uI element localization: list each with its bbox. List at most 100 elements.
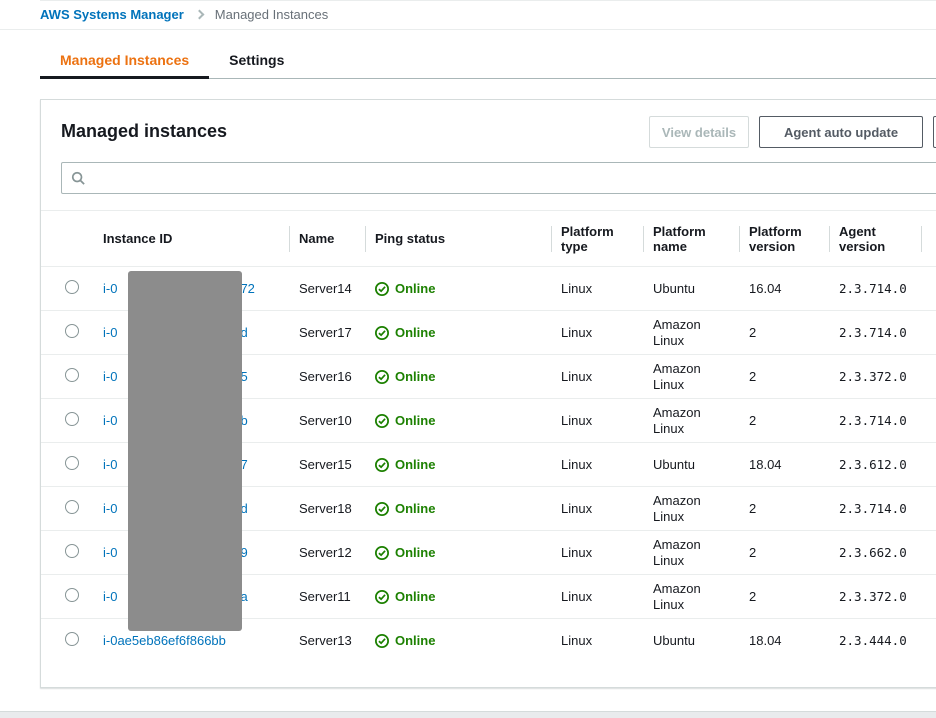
check-circle-icon — [375, 502, 389, 516]
chevron-right-icon — [194, 10, 204, 20]
agent-version: 2.3.372.0 — [829, 355, 921, 399]
ping-status-label: Online — [395, 281, 435, 296]
platform-type: Linux — [551, 311, 643, 355]
row-radio[interactable] — [65, 588, 79, 602]
platform-name: Amazon Linux — [643, 399, 739, 443]
redaction-overlay — [128, 271, 242, 631]
platform-version: 2 — [739, 531, 829, 575]
agent-version: 2.3.714.0 — [829, 399, 921, 443]
agent-auto-update-button[interactable]: Agent auto update — [759, 116, 923, 148]
agent-version: 2.3.612.0 — [829, 443, 921, 487]
ping-status: Online — [375, 633, 541, 648]
breadcrumb: AWS Systems Manager Managed Instances — [0, 0, 936, 29]
search-input[interactable] — [92, 171, 929, 186]
select-column-header — [41, 211, 93, 267]
ping-status: Online — [375, 589, 541, 604]
platform-type: Linux — [551, 399, 643, 443]
row-radio[interactable] — [65, 368, 79, 382]
instance-id-prefix: i-0 — [103, 457, 117, 472]
agent-version: 2.3.662.0 — [829, 531, 921, 575]
ping-status-label: Online — [395, 633, 435, 648]
ping-status-label: Online — [395, 501, 435, 516]
ping-status-label: Online — [395, 325, 435, 340]
check-circle-icon — [375, 546, 389, 560]
platform-name: Amazon Linux — [643, 355, 739, 399]
platform-type: Linux — [551, 575, 643, 619]
platform-version: 18.04 — [739, 443, 829, 487]
platform-name: Amazon Linux — [643, 311, 739, 355]
check-circle-icon — [375, 458, 389, 472]
footer-strip — [0, 711, 936, 718]
agent-version: 2.3.372.0 — [829, 575, 921, 619]
instance-id-prefix: i-0 — [103, 545, 117, 560]
instance-name: Server10 — [289, 399, 365, 443]
row-radio[interactable] — [65, 456, 79, 470]
platform-name: Amazon Linux — [643, 575, 739, 619]
panel-actions: View details Agent auto update — [649, 116, 936, 148]
platform-type: Linux — [551, 619, 643, 663]
breadcrumb-root-link[interactable]: AWS Systems Manager — [40, 7, 184, 22]
breadcrumb-divider — [0, 29, 936, 30]
platform-type: Linux — [551, 531, 643, 575]
instance-id-link[interactable]: i-0ae5eb86ef6f866bb — [103, 633, 226, 648]
check-circle-icon — [375, 414, 389, 428]
platform-version: 16.04 — [739, 267, 829, 311]
check-circle-icon — [375, 634, 389, 648]
platform-version: 2 — [739, 311, 829, 355]
row-radio[interactable] — [65, 280, 79, 294]
instance-name: Server18 — [289, 487, 365, 531]
check-circle-icon — [375, 326, 389, 340]
view-details-button[interactable]: View details — [649, 116, 749, 148]
search-box — [61, 162, 936, 194]
instance-id-prefix: i-0 — [103, 501, 117, 516]
platform-version: 2 — [739, 575, 829, 619]
ping-status: Online — [375, 545, 541, 560]
instance-id-prefix: i-0 — [103, 413, 117, 428]
tab-managed-instances[interactable]: Managed Instances — [40, 44, 209, 78]
agent-version: 2.3.714.0 — [829, 267, 921, 311]
row-radio[interactable] — [65, 544, 79, 558]
ping-status: Online — [375, 501, 541, 516]
tab-bar: Managed Instances Settings — [40, 44, 936, 79]
col-header-ping-status: Ping status — [365, 211, 551, 267]
instance-name: Server13 — [289, 619, 365, 663]
platform-name: Ubuntu — [643, 619, 739, 663]
instance-name: Server11 — [289, 575, 365, 619]
row-radio[interactable] — [65, 412, 79, 426]
platform-type: Linux — [551, 355, 643, 399]
instance-name: Server14 — [289, 267, 365, 311]
platform-name: Ubuntu — [643, 267, 739, 311]
instance-name: Server15 — [289, 443, 365, 487]
instance-id-prefix: i-0 — [103, 281, 117, 296]
ping-status-label: Online — [395, 413, 435, 428]
col-header-platform-type: Platform type — [551, 211, 643, 267]
top-divider — [40, 0, 936, 1]
platform-name: Amazon Linux — [643, 487, 739, 531]
col-header-platform-name: Platform name — [643, 211, 739, 267]
tab-settings[interactable]: Settings — [209, 44, 304, 78]
check-circle-icon — [375, 590, 389, 604]
col-header-name: Name — [289, 211, 365, 267]
ping-status-label: Online — [395, 589, 435, 604]
instance-id-suffix: 72 — [240, 281, 254, 296]
platform-type: Linux — [551, 267, 643, 311]
breadcrumb-current: Managed Instances — [215, 7, 328, 22]
instance-name: Server12 — [289, 531, 365, 575]
col-header-clipped — [921, 211, 936, 267]
row-radio[interactable] — [65, 324, 79, 338]
row-radio[interactable] — [65, 632, 79, 646]
agent-version: 2.3.714.0 — [829, 487, 921, 531]
platform-type: Linux — [551, 443, 643, 487]
platform-name: Ubuntu — [643, 443, 739, 487]
platform-type: Linux — [551, 487, 643, 531]
search-icon — [71, 171, 85, 185]
col-header-platform-version: Platform version — [739, 211, 829, 267]
header-row: Instance ID Name Ping status Platform ty… — [41, 211, 936, 267]
ping-status: Online — [375, 413, 541, 428]
row-radio[interactable] — [65, 500, 79, 514]
ping-status-label: Online — [395, 545, 435, 560]
ping-status: Online — [375, 457, 541, 472]
platform-version: 2 — [739, 399, 829, 443]
agent-version: 2.3.714.0 — [829, 311, 921, 355]
platform-version: 2 — [739, 487, 829, 531]
